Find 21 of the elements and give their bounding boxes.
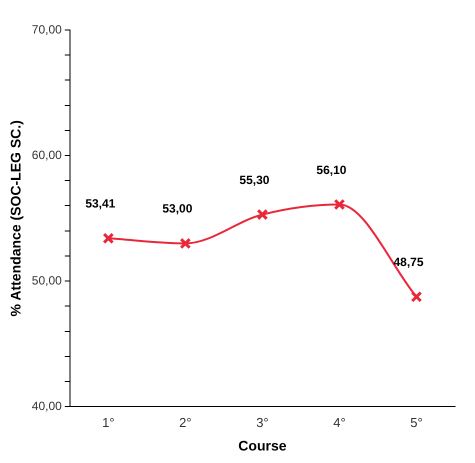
point	[256, 208, 268, 220]
data-label: 53,00	[162, 202, 193, 216]
y-tick-label: 50,00	[32, 273, 62, 288]
y-axis-title: % Attendance (SOC-LEG SC.)	[7, 120, 24, 316]
y-tick-label: 60,00	[32, 148, 62, 162]
point	[102, 232, 114, 244]
x-tick-label: 5°	[410, 414, 423, 430]
x-tick-label: 2°	[179, 414, 192, 430]
data-label: 56,10	[316, 162, 347, 177]
data-label: 55,30	[239, 172, 270, 187]
point	[410, 291, 422, 302]
x-axis-title: Course	[238, 437, 287, 454]
point	[334, 198, 346, 210]
x-tick-label: 3°	[256, 414, 269, 430]
data-label: 53,41	[85, 196, 116, 211]
data-label: 48,75	[393, 255, 424, 270]
point	[180, 238, 192, 250]
x-tick-label: 4°	[333, 414, 346, 430]
y-tick-label: 70,00	[32, 22, 62, 36]
x-tick-label: 1°	[102, 414, 115, 430]
y-tick-label: 40,00	[32, 398, 62, 413]
